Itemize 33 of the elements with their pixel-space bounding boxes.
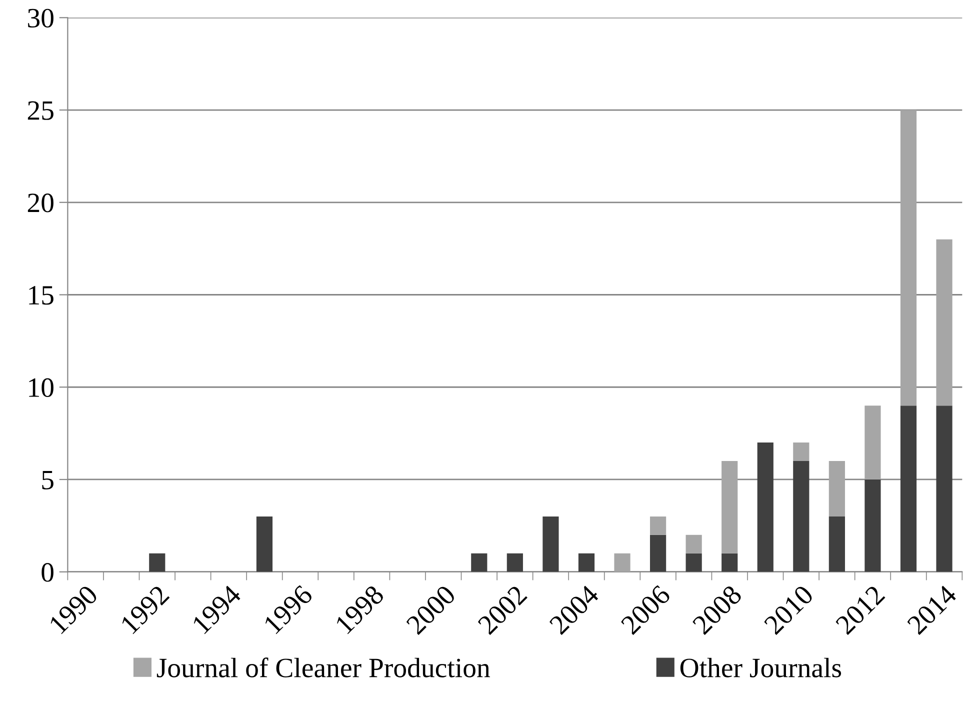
bar <box>578 553 595 572</box>
y-tick-label: 20 <box>28 194 54 212</box>
y-tick-label: 0 <box>42 563 54 582</box>
y-tick-label: 30 <box>28 8 54 28</box>
bar <box>256 516 273 572</box>
bar <box>793 442 810 462</box>
y-tick-label: 25 <box>28 101 54 120</box>
legend-label: Journal of Cleaner Production <box>156 658 490 678</box>
bar <box>900 110 917 406</box>
bar <box>864 479 881 572</box>
bar <box>722 461 738 554</box>
bar <box>149 553 166 572</box>
y-tick-label: 10 <box>29 378 54 398</box>
bar <box>686 534 702 554</box>
bar <box>757 442 774 572</box>
bar <box>686 553 702 572</box>
bar <box>936 406 952 572</box>
bar <box>542 516 559 572</box>
bar <box>650 534 666 572</box>
bar <box>900 406 917 572</box>
bar <box>793 461 810 572</box>
bar <box>650 516 666 535</box>
bar <box>506 553 523 572</box>
legend-label: Other Journals <box>680 658 842 678</box>
bar <box>722 553 738 572</box>
y-tick-label: 15 <box>29 286 54 305</box>
bar <box>828 461 845 516</box>
bar <box>614 553 630 572</box>
bar <box>828 516 845 572</box>
bar <box>936 239 952 406</box>
bar <box>471 553 488 572</box>
y-tick-label: 5 <box>42 470 54 490</box>
bar <box>864 406 881 480</box>
